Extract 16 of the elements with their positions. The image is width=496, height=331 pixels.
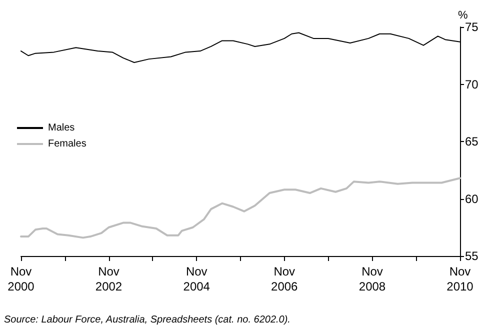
x-tick-label: Nov 2008 [358, 264, 386, 294]
source-note: Source: Labour Force, Australia, Spreadsheets (cat. no. 6202.0). [4, 314, 290, 326]
y-axis-title: % [458, 10, 468, 22]
y-tick-label: 55 [465, 249, 479, 263]
y-tick-label: 70 [465, 77, 479, 92]
y-tick-label: 60 [465, 192, 479, 206]
y-tick-label: 75 [465, 20, 479, 34]
x-tick-label: Nov 2000 [8, 264, 35, 294]
x-tick-label: Nov 2006 [271, 264, 298, 294]
legend-label: Males [48, 122, 75, 134]
x-tick-label: Nov 2004 [183, 264, 210, 294]
legend-label: Females [48, 138, 86, 150]
x-tick-label: Nov 2010 [446, 264, 474, 294]
x-tick-label: Nov 2002 [95, 264, 122, 294]
y-tick-label: 65 [465, 134, 479, 148]
line-series [20, 177, 461, 239]
